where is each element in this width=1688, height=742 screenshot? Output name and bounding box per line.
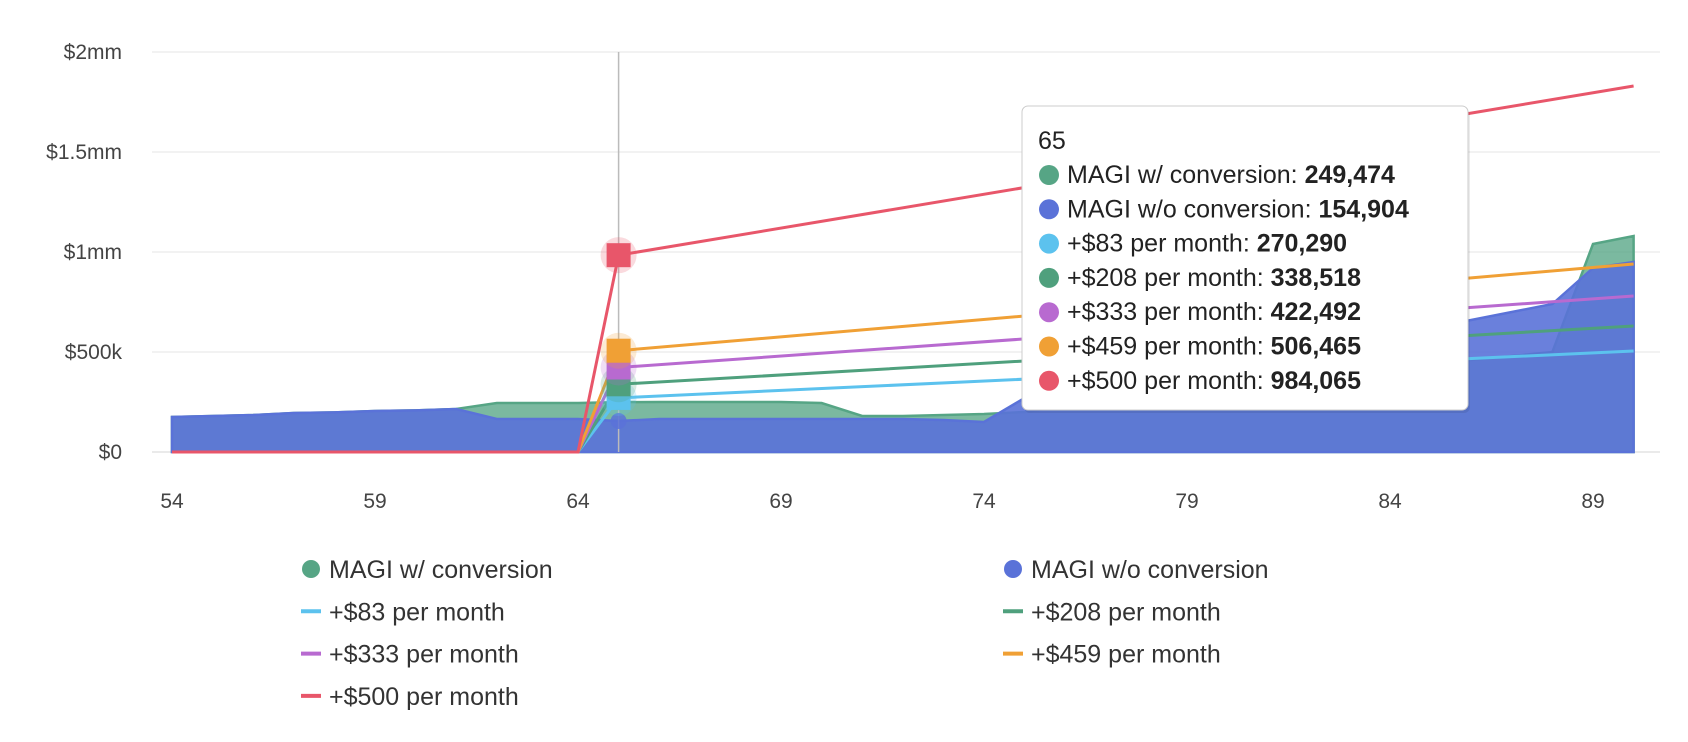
legend-label[interactable]: +$459 per month [1031, 641, 1221, 669]
tooltip-box [1021, 105, 1469, 411]
tooltip-row: MAGI w/ conversion: 249,474 [1067, 161, 1395, 189]
hover-marker-area [610, 413, 627, 430]
y-axis: $0 $500k $1mm $1.5mm $2mm [46, 41, 122, 464]
tooltip-row: MAGI w/o conversion: 154,904 [1067, 195, 1409, 223]
tooltip-row-label: +$208 per month: [1067, 264, 1271, 292]
x-tick-label: 79 [1175, 490, 1198, 513]
tooltip-row-label: +$500 per month: [1067, 367, 1271, 395]
y-tick-label: $500k [65, 341, 123, 364]
legend: MAGI w/ conversion MAGI w/o conversion +$8… [301, 556, 1269, 711]
tooltip-dot [1039, 302, 1059, 323]
tooltip-row: +$208 per month: 338,518 [1067, 264, 1361, 292]
tooltip-dot [1039, 370, 1059, 391]
tooltip-row-label: MAGI w/o conversion: [1067, 195, 1318, 223]
x-tick-label: 59 [363, 490, 386, 513]
y-tick-label: $0 [99, 441, 122, 464]
y-tick-label: $2mm [64, 41, 122, 64]
tooltip-dot [1039, 267, 1059, 288]
tooltip-row-value: 422,492 [1271, 298, 1361, 326]
hover-marker [606, 243, 631, 268]
tooltip-row-label: +$83 per month: [1067, 230, 1257, 258]
hover-marker [606, 338, 631, 363]
x-tick-label: 84 [1378, 490, 1402, 513]
legend-label[interactable]: +$83 per month [329, 598, 505, 626]
legend-item[interactable]: +$333 per month [301, 641, 519, 669]
hover-markers [600, 237, 637, 430]
legend-item[interactable]: +$83 per month [301, 598, 505, 626]
legend-item[interactable]: MAGI w/o conversion [1004, 556, 1269, 584]
tooltip-dot [1039, 233, 1059, 254]
tooltip-dot [1039, 165, 1059, 185]
tooltip-title: 65 [1038, 127, 1066, 155]
tooltip-row: +$500 per month: 984,065 [1067, 367, 1361, 395]
tooltip-row-value: 338,518 [1271, 264, 1361, 292]
legend-marker-circle [302, 560, 320, 578]
tooltip-row-label: MAGI w/ conversion: [1067, 161, 1305, 189]
y-tick-label: $1.5mm [46, 141, 122, 164]
tooltip-row: +$333 per month: 422,492 [1067, 298, 1361, 326]
x-tick-label: 74 [972, 490, 996, 513]
tooltip-row-value: 984,065 [1271, 367, 1361, 395]
legend-label[interactable]: +$500 per month [329, 683, 519, 711]
tooltip-dot [1039, 336, 1059, 357]
tooltip-row-label: +$459 per month: [1067, 333, 1271, 361]
tooltip-row-value: 270,290 [1257, 230, 1347, 258]
x-tick-label: 69 [769, 490, 792, 513]
tooltip-row-value: 249,474 [1305, 161, 1395, 189]
tooltip-row: +$459 per month: 506,465 [1067, 333, 1361, 361]
tooltip-row: +$83 per month: 270,290 [1067, 230, 1347, 258]
legend-label[interactable]: +$333 per month [329, 641, 519, 669]
legend-label[interactable]: +$208 per month [1031, 598, 1221, 626]
legend-marker-circle [1004, 560, 1022, 578]
legend-item[interactable]: MAGI w/ conversion [302, 556, 553, 584]
tooltip-row-value: 506,465 [1271, 333, 1361, 361]
tooltip-dot [1039, 199, 1059, 220]
y-tick-label: $1mm [64, 241, 122, 264]
legend-label[interactable]: MAGI w/ conversion [329, 556, 553, 584]
tooltip-row-value: 154,904 [1318, 195, 1408, 223]
x-axis: 54 59 64 69 74 79 84 89 [160, 490, 1604, 513]
legend-label[interactable]: MAGI w/o conversion [1031, 556, 1269, 584]
x-tick-label: 54 [160, 490, 184, 513]
x-tick-label: 64 [566, 490, 590, 513]
x-tick-label: 89 [1581, 490, 1604, 513]
legend-item[interactable]: +$208 per month [1003, 598, 1221, 626]
legend-item[interactable]: +$500 per month [301, 683, 519, 711]
legend-item[interactable]: +$459 per month [1003, 641, 1221, 669]
tooltip-row-label: +$333 per month: [1067, 298, 1271, 326]
